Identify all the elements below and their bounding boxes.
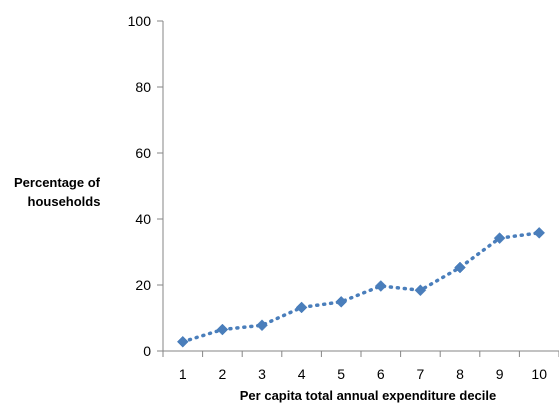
data-point-marker	[295, 301, 308, 314]
x-tick-label: 10	[531, 366, 547, 382]
data-point-marker	[335, 295, 348, 308]
data-point-marker	[533, 227, 546, 239]
y-axis: 0 20 40 60 80 100	[128, 13, 164, 359]
y-axis-title-line-1: Percentage of	[14, 175, 101, 190]
x-axis-title: Per capita total annual expenditure deci…	[240, 388, 496, 403]
data-point-marker	[493, 232, 506, 244]
data-point-marker	[256, 319, 268, 332]
data-point-marker	[374, 280, 387, 292]
y-tick-label: 60	[135, 145, 151, 161]
x-tick-label: 8	[456, 366, 464, 382]
x-tick-label: 1	[179, 366, 187, 382]
data-point-marker	[176, 335, 189, 348]
x-tick-label: 9	[496, 366, 504, 382]
x-tick-label: 7	[417, 366, 425, 382]
y-tick-label: 40	[135, 211, 151, 227]
x-axis: 1 2 3 4 5 6 7 8 9 10	[162, 350, 559, 382]
y-tick-label: 100	[128, 13, 152, 29]
y-tick-label: 20	[135, 277, 151, 293]
x-tick-label: 6	[377, 366, 385, 382]
y-tick-label: 80	[135, 79, 151, 95]
x-tick-label: 3	[258, 366, 266, 382]
series-line	[181, 231, 541, 344]
data-point-marker	[414, 284, 427, 297]
x-tick-label: 4	[298, 366, 306, 382]
y-tick-label: 0	[143, 343, 151, 359]
data-point-marker	[216, 323, 229, 336]
x-tick-label: 2	[219, 366, 227, 382]
y-axis-title-line-2: households	[28, 194, 101, 209]
data-point-marker	[454, 261, 466, 274]
x-tick-label: 5	[337, 366, 345, 382]
